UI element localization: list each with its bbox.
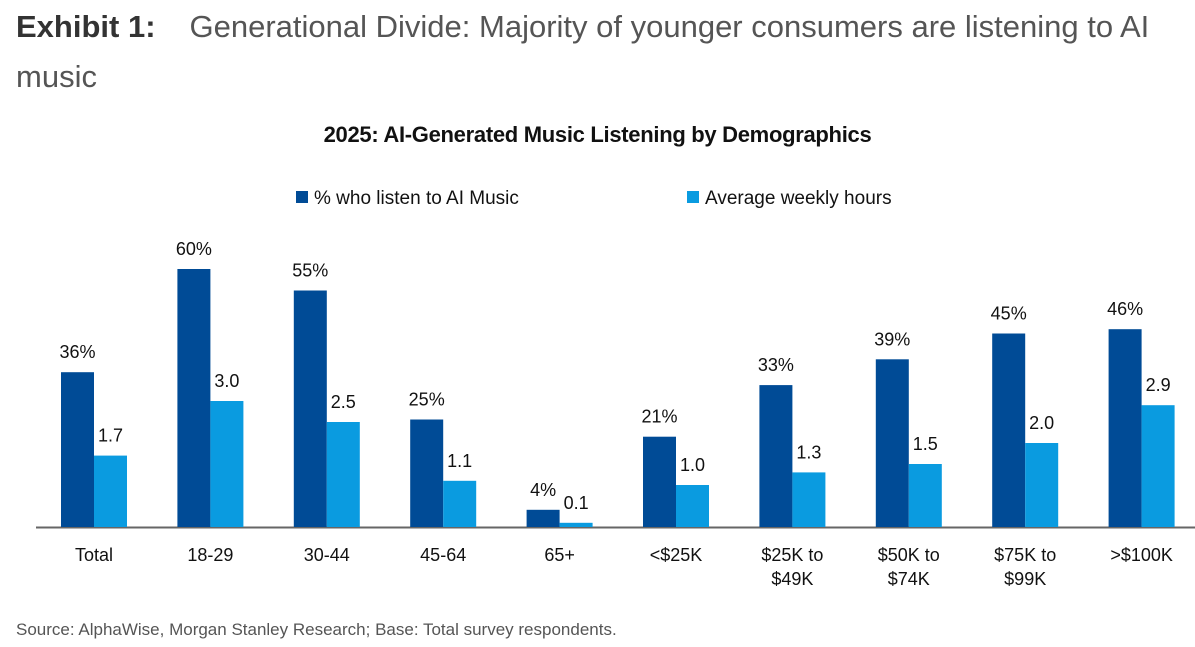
bar-listen — [410, 419, 444, 527]
bar-listen — [61, 372, 94, 527]
bar-listen — [759, 385, 793, 527]
bar-listen — [1108, 329, 1142, 527]
category-label: <$25K — [650, 545, 703, 565]
data-label-listen: 4% — [530, 480, 556, 500]
category-label: $50K to — [878, 545, 940, 565]
category-label: 30-44 — [304, 545, 350, 565]
data-label-listen: 36% — [59, 342, 95, 362]
legend-swatch-listen — [296, 191, 308, 203]
data-label-hours: 0.1 — [564, 493, 589, 513]
bar-listen — [526, 509, 560, 527]
exhibit-label: Exhibit 1: — [16, 9, 156, 44]
category-label: 18-29 — [187, 545, 233, 565]
data-label-listen: 45% — [991, 304, 1027, 324]
bar-hours — [908, 464, 942, 527]
data-label-listen: 46% — [1107, 299, 1143, 319]
bar-hours — [326, 422, 360, 527]
legend-label-listen: % who listen to AI Music — [314, 188, 519, 209]
data-label-listen: 21% — [641, 407, 677, 427]
legend-item-listen: % who listen to AI Music — [296, 188, 519, 212]
data-label-listen: 39% — [874, 329, 910, 349]
bar-listen — [875, 359, 909, 527]
bar-listen — [643, 436, 676, 527]
category-label: >$100K — [1110, 545, 1173, 565]
bar-hours — [210, 401, 244, 527]
data-label-listen: 33% — [758, 355, 794, 375]
data-label-listen: 55% — [292, 261, 328, 281]
data-label-listen: 25% — [409, 390, 445, 410]
bar-hours — [1025, 443, 1059, 527]
data-label-hours: 2.5 — [331, 392, 356, 412]
category-label: 45-64 — [420, 545, 466, 565]
bar-hours — [1141, 405, 1175, 527]
chart-title: 2025: AI-Generated Music Listening by De… — [323, 122, 872, 147]
category-label: $25K to — [761, 545, 823, 565]
bar-listen — [992, 333, 1026, 527]
exhibit-title: Generational Divide: Majority of younger… — [189, 9, 1150, 44]
data-label-hours: 2.0 — [1029, 413, 1054, 433]
data-label-hours: 1.3 — [796, 442, 821, 462]
category-label: $99K — [1004, 569, 1046, 589]
bar-hours — [94, 455, 127, 527]
bar-hours — [792, 472, 826, 527]
data-label-listen: 60% — [176, 239, 212, 259]
legend-swatch-hours — [687, 191, 699, 203]
category-label: $74K — [888, 569, 930, 589]
exhibit-heading: Exhibit 1: Generational Divide: Majority … — [16, 2, 1195, 102]
bar-hours — [676, 485, 709, 527]
legend-label-hours: Average weekly hours — [705, 188, 892, 209]
source-note: Source: AlphaWise, Morgan Stanley Resear… — [16, 620, 617, 639]
bar-listen — [293, 290, 327, 527]
bar-listen — [177, 269, 211, 527]
category-label: Total — [75, 545, 113, 565]
data-label-hours: 1.7 — [98, 426, 123, 446]
data-label-hours: 3.0 — [214, 371, 239, 391]
bar-hours — [559, 522, 593, 527]
category-label: $75K to — [994, 545, 1056, 565]
category-label: $49K — [771, 569, 813, 589]
bar-hours — [443, 480, 477, 527]
data-label-hours: 2.9 — [1146, 375, 1171, 395]
category-label: 65+ — [544, 545, 575, 565]
exhibit-title-continued: music — [16, 59, 97, 94]
data-label-hours: 1.5 — [913, 434, 938, 454]
legend-item-hours: Average weekly hours — [687, 188, 892, 212]
data-label-hours: 1.1 — [447, 451, 472, 471]
data-label-hours: 1.0 — [680, 455, 705, 475]
